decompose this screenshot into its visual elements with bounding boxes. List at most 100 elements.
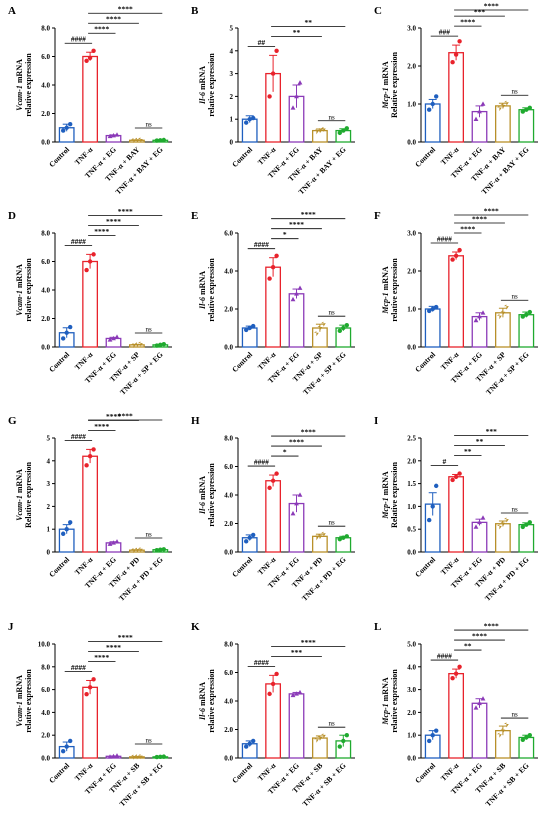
- x-tick-label-f: TNF-α: [439, 349, 461, 371]
- y-axis-unit-j: mRNA: [15, 675, 24, 701]
- data-point-c: [527, 105, 532, 111]
- data-point-k: [294, 691, 299, 696]
- y-tick-label-g: 5: [47, 435, 51, 443]
- y-tick-label-l: 5.0: [407, 641, 416, 649]
- x-tick-label-c: TNF-α: [439, 144, 461, 166]
- data-point-k: [314, 737, 319, 743]
- data-point-c: [520, 109, 525, 114]
- data-point-g: [134, 547, 140, 553]
- data-point-f: [524, 312, 529, 317]
- data-point-k: [321, 733, 326, 739]
- y-tick-label-e: 4.0: [224, 268, 233, 276]
- data-point-k: [341, 738, 346, 744]
- data-point-a: [134, 137, 140, 143]
- data-point-i: [434, 483, 439, 489]
- bar-k-3: [311, 737, 328, 759]
- y-axis-label-j: Vcam-1 mRNA: [15, 675, 24, 727]
- data-point-i: [497, 524, 502, 530]
- data-point-e: [314, 331, 319, 337]
- y-tick-label-h: 4.0: [224, 492, 233, 500]
- data-point-a: [138, 137, 143, 143]
- data-point-g: [161, 547, 166, 552]
- significance-label-b: **: [293, 28, 301, 37]
- x-tick-label-k: TNF-α + SB + EG: [301, 761, 348, 808]
- x-tick-label-e: Control: [230, 350, 254, 374]
- data-point-d: [107, 337, 113, 342]
- y-tick-label-g: 1: [47, 526, 51, 534]
- y-axis-label-i: Mcp-1 mRNA: [381, 471, 390, 520]
- data-point-k: [251, 738, 256, 744]
- significance-label-e: ****: [301, 210, 316, 219]
- y-axis-gene-j: Vcam-1: [15, 701, 24, 727]
- panel-i: I Mcp-1 mRNA Relative expression 0.0 0.5 1.0 1…: [374, 415, 538, 603]
- data-point-l: [524, 735, 529, 740]
- x-tick-label-j: Control: [47, 761, 71, 785]
- y-tick-label-c: 0.0: [407, 139, 416, 147]
- data-point-g: [131, 548, 136, 554]
- significance-label-f: ****: [484, 207, 499, 216]
- data-point-j: [134, 754, 140, 760]
- significance-label-g: ns: [145, 531, 152, 539]
- panel-label-d: D: [8, 210, 16, 222]
- y-tick-label-i: 1.0: [407, 503, 416, 511]
- y-tick-label-a: 0.0: [41, 139, 50, 147]
- data-point-h: [251, 532, 256, 538]
- x-tick-label-e: TNF-α + SP + EG: [301, 350, 348, 397]
- x-tick-label-h: TNF-α + PD + EG: [300, 555, 348, 603]
- y-axis-sublabel-a: relative expression: [24, 53, 33, 117]
- y-tick-label-j: 8.0: [41, 663, 50, 671]
- panel-d: D Vcam-1 mRNA relative expression 0.0 2.0 4.0…: [8, 207, 172, 397]
- y-axis-unit-d: mRNA: [15, 264, 24, 290]
- data-point-c: [434, 94, 439, 99]
- significance-label-h: *: [283, 448, 287, 457]
- significance-label-l: **: [464, 642, 472, 651]
- data-point-g: [61, 531, 66, 536]
- data-point-j: [61, 748, 66, 754]
- data-point-e: [344, 322, 349, 328]
- y-tick-label-d: 6.0: [41, 258, 50, 266]
- y-tick-label-d: 0.0: [41, 344, 50, 352]
- data-point-a: [154, 138, 159, 143]
- data-point-f: [477, 314, 482, 319]
- y-tick-label-g: 0: [47, 549, 51, 557]
- data-point-i: [453, 474, 459, 479]
- y-tick-label-d: 4.0: [41, 287, 50, 295]
- data-point-c: [427, 107, 432, 112]
- y-tick-label-g: 4: [47, 457, 51, 465]
- data-point-b: [290, 105, 296, 110]
- panel-label-h: H: [191, 415, 200, 427]
- data-point-i: [457, 471, 462, 476]
- data-point-g: [84, 463, 89, 468]
- bar-k-2: [288, 693, 305, 759]
- data-point-h: [321, 531, 326, 537]
- panel-label-f: F: [374, 210, 381, 222]
- significance-label-i: ns: [511, 505, 518, 513]
- y-axis-unit-c: mRNA: [381, 61, 390, 87]
- y-axis-gene-k: Il-6: [198, 708, 207, 721]
- data-point-l: [450, 676, 455, 681]
- data-point-k: [247, 741, 252, 746]
- data-point-g: [87, 454, 93, 459]
- data-point-d: [87, 259, 93, 264]
- data-point-f: [520, 314, 525, 319]
- data-point-j: [111, 753, 116, 759]
- y-tick-label-f: 3.0: [407, 230, 416, 238]
- data-point-l: [477, 700, 482, 706]
- significance-label-j: ns: [145, 737, 152, 745]
- data-point-e: [321, 321, 326, 327]
- data-point-b: [337, 130, 342, 136]
- data-point-i: [527, 520, 532, 525]
- y-axis-unit-k: mRNA: [198, 682, 207, 708]
- y-axis-sublabel-j: relative expression: [24, 669, 33, 733]
- panel-label-g: G: [8, 415, 17, 427]
- data-point-i: [430, 504, 435, 509]
- x-tick-label-c: Control: [413, 145, 437, 169]
- x-tick-label-i: Control: [413, 555, 437, 579]
- data-point-d: [138, 341, 143, 347]
- bar-f-3: [494, 312, 511, 348]
- panel-label-i: I: [374, 415, 378, 427]
- data-point-i: [524, 522, 529, 527]
- y-axis-label-a: Vcam-1 mRNA: [15, 59, 24, 111]
- data-point-h: [337, 536, 342, 542]
- data-point-b: [251, 115, 256, 121]
